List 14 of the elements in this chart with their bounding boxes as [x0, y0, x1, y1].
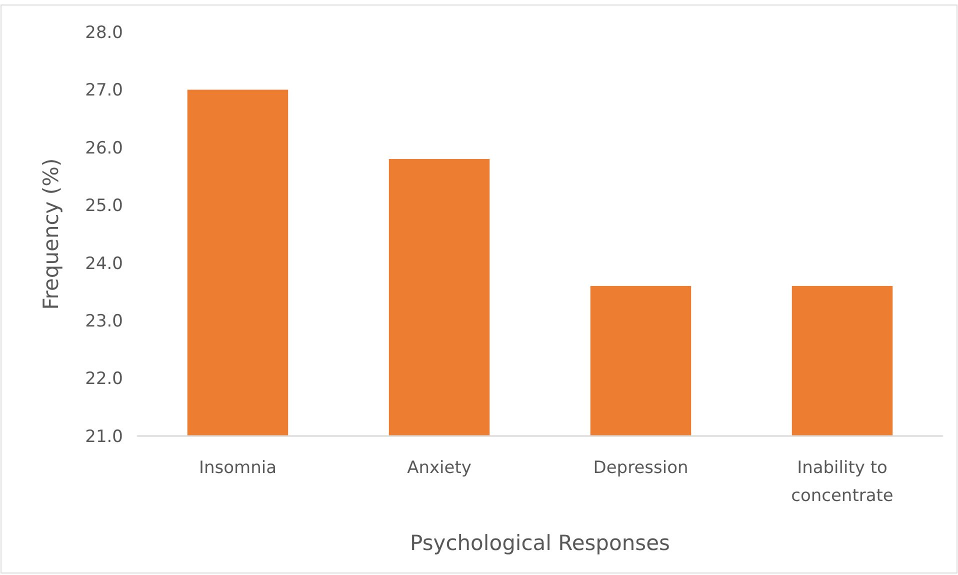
y-tick-label: 27.0 — [85, 80, 123, 101]
y-tick-label: 23.0 — [85, 312, 123, 332]
x-tick-label: Inability to concentrate — [791, 458, 894, 506]
x-axis-title: Psychological Responses — [410, 531, 670, 555]
y-tick-label: 21.0 — [85, 426, 123, 447]
y-tick-label: 24.0 — [85, 254, 123, 274]
y-tick-label: 22.0 — [85, 369, 123, 390]
x-tick-label: Depression — [593, 458, 688, 478]
y-tick-label: 25.0 — [85, 196, 123, 216]
x-tick-label: Anxiety — [407, 458, 472, 478]
y-tick-label: 28.0 — [85, 22, 123, 43]
y-tick-label: 26.0 — [85, 138, 123, 158]
y-axis-title: Frequency (%) — [39, 158, 63, 310]
x-tick-label: Insomnia — [198, 458, 277, 478]
